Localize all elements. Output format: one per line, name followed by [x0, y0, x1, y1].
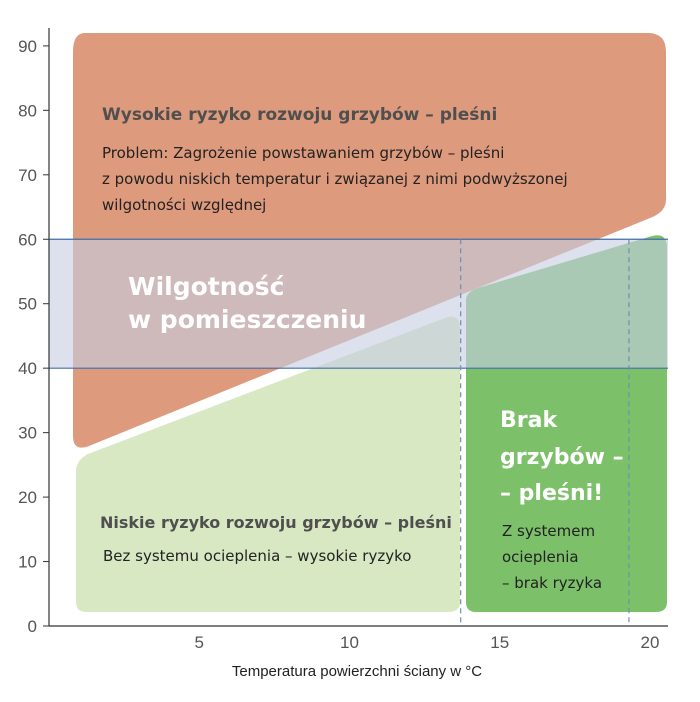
no-mold-text-line-3: – brak ryzyka [502, 574, 602, 592]
humidity-label-line-2: w pomieszczeniu [128, 305, 366, 334]
no-mold-title-line-3: – pleśni! [500, 481, 603, 506]
high-risk-text-line-2: z powodu niskich temperatur i związanej … [102, 170, 568, 188]
y-tick-label: 80 [18, 101, 37, 120]
x-axis-label: Temperatura powierzchni ściany w °C [232, 663, 482, 680]
low-risk-title: Niskie ryzyko rozwoju grzybów – pleśni [100, 513, 452, 532]
no-mold-text-line-1: Z systemem [502, 522, 595, 540]
x-tick-label: 5 [195, 633, 204, 652]
y-tick-label: 70 [18, 166, 37, 185]
humidity-band [49, 239, 668, 369]
low-risk-text: Bez systemu ocieplenia – wysokie ryzyko [103, 547, 411, 565]
y-tick-label: 50 [18, 295, 37, 314]
high-risk-text-line-3: wilgotności względnej [102, 196, 266, 214]
y-tick-labels: 0 10 20 30 40 50 60 70 80 90 [18, 37, 49, 636]
y-tick-label: 20 [18, 488, 37, 507]
x-tick-labels: 5 10 15 20 [195, 633, 660, 652]
high-risk-title: Wysokie ryzyko rozwoju grzybów – pleśni [102, 105, 497, 125]
y-tick-label: 10 [18, 553, 37, 572]
y-tick-label: 60 [18, 230, 37, 249]
y-tick-label: 90 [18, 37, 37, 56]
y-tick-label: 40 [18, 359, 37, 378]
x-tick-label: 20 [641, 633, 660, 652]
low-risk-region [76, 316, 460, 612]
no-mold-title-line-1: Brak [500, 408, 558, 433]
y-tick-label: 30 [18, 424, 37, 443]
x-tick-label: 15 [490, 633, 509, 652]
humidity-label-line-1: Wilgotność [128, 272, 284, 301]
no-mold-text-line-2: ocieplenia [502, 548, 579, 566]
y-tick-label: 0 [28, 617, 37, 636]
plot-area [49, 33, 668, 626]
x-tick-label: 10 [340, 633, 359, 652]
high-risk-text-line-1: Problem: Zagrożenie powstawaniem grzybów… [102, 144, 504, 162]
no-mold-title-line-2: grzybów – [500, 445, 624, 470]
